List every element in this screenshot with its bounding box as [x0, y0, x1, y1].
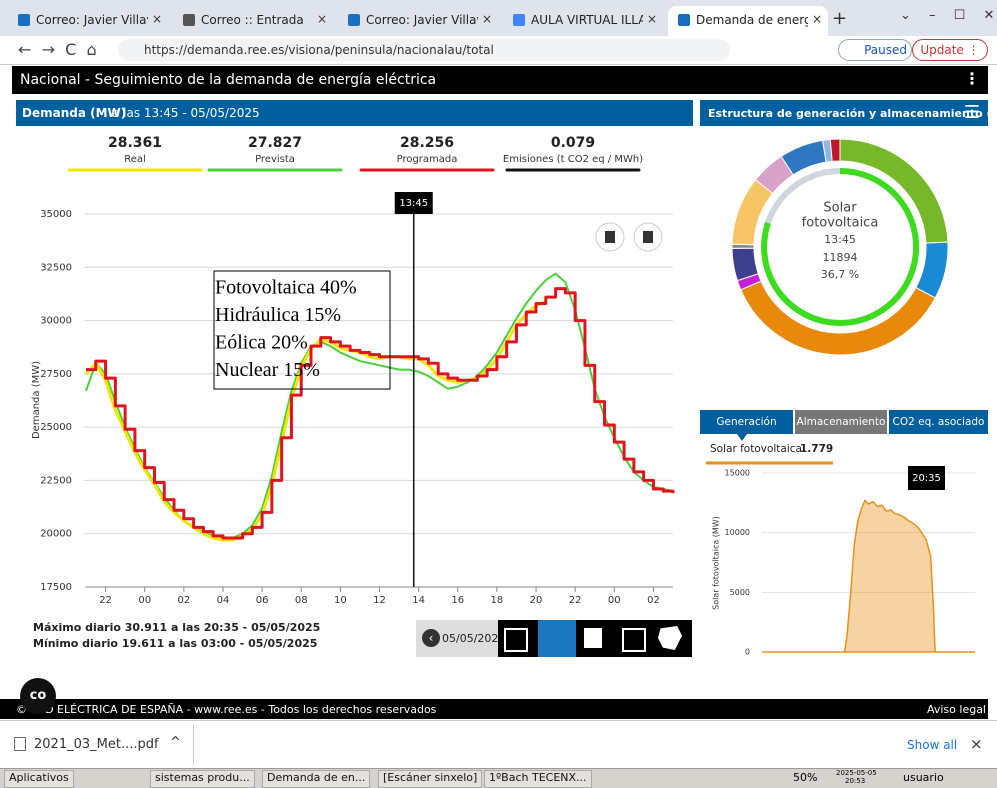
task-item[interactable]: Aplicativos [4, 770, 74, 788]
x-tick-label: 16 [451, 595, 464, 606]
task-item[interactable]: Demanda de en... [262, 770, 370, 788]
donut-segment [741, 281, 935, 355]
series-label: Solar fotovoltaica [710, 443, 802, 455]
stat-value: 27.827 [248, 135, 302, 151]
file-icon [14, 737, 26, 751]
icon-button[interactable] [634, 223, 662, 251]
task-item[interactable]: [Escáner sinxelo] [378, 770, 482, 788]
x-tick-label: 02 [177, 595, 190, 606]
y-tick-label: 15000 [725, 469, 750, 478]
y-axis-label: Demanda (MW) [31, 361, 42, 439]
annotation-line: Nuclear 15% [215, 359, 320, 381]
tab-label: Generación [716, 416, 776, 428]
emissions-value: 0.079 [551, 135, 595, 151]
legend-label: Programada [397, 154, 458, 165]
x-tick-label: 06 [256, 595, 269, 606]
y-axis-label: Solar fotovoltaica (MW) [712, 516, 721, 610]
tab-button[interactable]: Generación [700, 410, 793, 434]
stat-value: 28.256 [400, 135, 454, 151]
x-tick-label: 14 [412, 595, 425, 606]
x-tick-label: 12 [373, 595, 386, 606]
tab-button[interactable]: CO2 eq. asociado [889, 410, 988, 434]
x-tick-label: 20 [530, 595, 543, 606]
y-tick-label: 25000 [40, 422, 72, 433]
x-tick-label: 00 [138, 595, 151, 606]
y-tick-label: 10000 [725, 528, 750, 537]
separator [193, 725, 194, 765]
y-tick-label: 20000 [40, 529, 72, 540]
y-tick-label: 30000 [40, 316, 72, 327]
y-tick-label: 17500 [40, 582, 72, 593]
donut-segment [916, 242, 948, 298]
x-tick-label: 02 [647, 595, 660, 606]
cursor-label: 13:45 [399, 198, 428, 209]
x-tick-label: 00 [608, 595, 621, 606]
battery: 50% [793, 771, 817, 784]
donut-center-text: 11894 [823, 251, 858, 264]
emissions-label: Emisiones (t CO2 eq / MWh) [503, 154, 643, 165]
y-tick-label: 0 [745, 648, 750, 657]
icon-glyph [605, 231, 615, 243]
x-tick-label: 08 [295, 595, 308, 606]
tooltip-label: 20:35 [912, 473, 941, 484]
donut-center-text: 13:45 [824, 233, 856, 246]
tray-time: 20:53 [845, 777, 865, 785]
y-tick-label: 35000 [40, 209, 72, 220]
area [762, 500, 975, 652]
download-menu[interactable]: ^ [170, 735, 181, 750]
annotation-line: Hidráulica 15% [215, 304, 341, 326]
y-tick-label: 27500 [40, 369, 72, 380]
user: usuario [903, 771, 944, 784]
taskbar: Aplicativos sistemas produ... Demanda de e… [0, 768, 997, 788]
show-all[interactable]: Show all [907, 738, 957, 752]
annotation-line: Fotovoltaica 40% [215, 277, 357, 299]
close-downloads[interactable]: × [970, 735, 983, 753]
tray-date: 2025-05-05 [836, 769, 877, 777]
download-bar: 2021_03_Met....pdf ^ Show all × [0, 720, 997, 769]
annotation-line: Eólica 20% [215, 332, 308, 354]
download-file[interactable]: 2021_03_Met....pdf [34, 737, 159, 752]
donut-center-text: Solar [823, 201, 857, 216]
series-current: 1.779 [800, 443, 833, 455]
tab-label: Almacenamiento [797, 416, 886, 428]
donut-segment [830, 139, 840, 161]
y-tick-label: 22500 [40, 475, 72, 486]
legend-label: Real [124, 154, 146, 165]
legend-label: Prevista [255, 154, 295, 165]
x-tick-label: 18 [491, 595, 504, 606]
x-tick-label: 22 [99, 595, 112, 606]
x-tick-label: 10 [334, 595, 347, 606]
task-item[interactable]: 1ºBach TECENX... [484, 770, 592, 788]
task-item[interactable]: sistemas produ... [150, 770, 255, 788]
icon-glyph [643, 231, 653, 243]
x-tick-label: 04 [217, 595, 230, 606]
y-tick-label: 5000 [730, 588, 750, 597]
tab-label: CO2 eq. asociado [893, 416, 985, 428]
charts: 1750020000225002500027500300003250035000… [0, 0, 997, 720]
donut-center-text: 36,7 % [821, 268, 859, 281]
x-tick-label: 22 [569, 595, 582, 606]
icon-button[interactable] [596, 223, 624, 251]
tab-pointer [737, 434, 747, 441]
page: Correo: Javier Villaver×Correo :: Entrad… [0, 0, 997, 787]
stat-value: 28.361 [108, 135, 162, 151]
y-tick-label: 32500 [40, 262, 72, 273]
donut-center-text: fotovoltaica [802, 216, 879, 231]
tab-button[interactable]: Almacenamiento [795, 410, 887, 434]
